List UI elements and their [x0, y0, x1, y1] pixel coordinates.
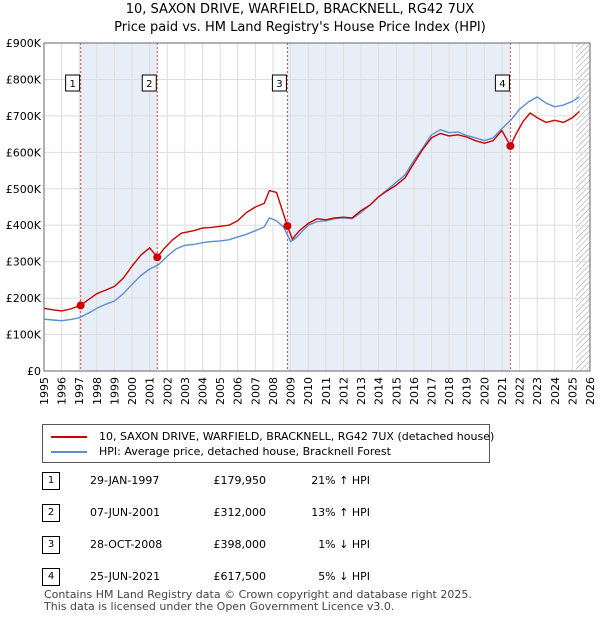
- property-price-line: [43, 110, 580, 312]
- y-tick-label: £900K: [6, 37, 42, 50]
- sale-number: 1: [42, 472, 60, 490]
- sale-number: 3: [42, 536, 60, 554]
- forecast-hatch: [575, 43, 590, 371]
- x-tick-label: 2000: [126, 377, 139, 405]
- price-chart: £0 £100K £200K £300K £400K £500K £600K £700K £80…: [6, 37, 597, 405]
- x-tick-label: 2019: [461, 377, 474, 405]
- y-tick-label: £300K: [6, 256, 42, 269]
- x-tick-label: 2014: [373, 377, 386, 405]
- sale-price: £312,000: [213, 506, 267, 519]
- x-tick-label: 2009: [285, 377, 298, 405]
- sale-point: [283, 221, 292, 230]
- x-tick-label: 2010: [302, 377, 315, 405]
- sale-row: 3 28-OCT-2008 £398,000 1% ↓ HPI: [0, 536, 600, 556]
- x-tick-label: 2016: [408, 377, 421, 405]
- sale-hpi-diff: 13% ↑ HPI: [311, 506, 370, 519]
- footer-attribution: Contains HM Land Registry data © Crown c…: [44, 589, 472, 613]
- y-tick-label: £800K: [6, 73, 42, 86]
- chart-subtitle: Price paid vs. HM Land Registry's House …: [114, 20, 486, 35]
- x-tick-label: 2012: [337, 377, 350, 405]
- ownership-shading: [287, 43, 511, 371]
- sale-number-label: 1: [69, 79, 75, 90]
- x-tick-label: 2004: [197, 377, 210, 405]
- y-tick-label: £600K: [6, 146, 42, 159]
- x-tick-label: 1998: [91, 377, 104, 405]
- sale-hpi-diff: 5% ↓ HPI: [318, 570, 370, 583]
- sale-point: [153, 253, 162, 262]
- sale-number: 4: [42, 568, 60, 586]
- x-tick-label: 2011: [320, 377, 333, 405]
- x-tick-label: 2013: [355, 377, 368, 405]
- sale-row: 4 25-JUN-2021 £617,500 5% ↓ HPI: [0, 568, 600, 588]
- sale-date: 07-JUN-2001: [90, 506, 161, 519]
- legend-swatch-blue: [51, 451, 87, 453]
- sale-row: 1 29-JAN-1997 £179,950 21% ↑ HPI: [0, 472, 600, 492]
- sale-number: 2: [42, 504, 60, 522]
- y-tick-label: £0: [27, 365, 41, 378]
- x-tick-label: 1996: [56, 377, 69, 405]
- x-tick-label: 2020: [478, 377, 491, 405]
- x-tick-label: 2022: [514, 377, 527, 405]
- x-tick-label: 2002: [161, 377, 174, 405]
- sale-number-label: 4: [499, 79, 505, 90]
- x-tick-label: 2024: [549, 377, 562, 405]
- x-tick-label: 1995: [38, 377, 51, 405]
- sale-number-box: [65, 74, 81, 92]
- legend-swatch-red: [51, 436, 87, 438]
- sale-price: £617,500: [213, 570, 267, 583]
- x-tick-label: 2008: [267, 377, 280, 405]
- y-tick-label: £700K: [6, 110, 42, 123]
- legend-label-hpi: HPI: Average price, detached house, Brac…: [99, 445, 391, 458]
- sale-number-label: 3: [276, 79, 282, 90]
- sale-price: £179,950: [213, 474, 267, 487]
- sale-date: 25-JUN-2021: [90, 570, 161, 583]
- sale-hpi-diff: 1% ↓ HPI: [318, 538, 370, 551]
- x-tick-label: 2017: [425, 377, 438, 405]
- footer-copyright: Contains HM Land Registry data © Crown c…: [44, 588, 472, 601]
- x-tick-label: 2003: [179, 377, 192, 405]
- x-tick-label: 1999: [108, 377, 121, 405]
- y-tick-label: £200K: [6, 292, 42, 305]
- x-tick-label: 2015: [390, 377, 403, 405]
- ownership-shading: [80, 43, 158, 371]
- x-tick-label: 2007: [249, 377, 262, 405]
- sale-price: £398,000: [213, 538, 267, 551]
- plot-border: [43, 42, 591, 372]
- y-tick-label: £500K: [6, 183, 42, 196]
- sale-point: [76, 301, 85, 310]
- x-tick-label: 2021: [496, 377, 509, 405]
- x-tick-label: 2005: [214, 377, 227, 405]
- sale-number-box: [494, 74, 510, 92]
- y-tick-label: £400K: [6, 219, 42, 232]
- sale-hpi-diff: 21% ↑ HPI: [311, 474, 370, 487]
- x-tick-label: 2023: [531, 377, 544, 405]
- hpi-line: [43, 96, 580, 322]
- legend-label-property: 10, SAXON DRIVE, WARFIELD, BRACKNELL, RG…: [99, 430, 495, 443]
- sale-number-box: [141, 74, 157, 92]
- x-tick-label: 2006: [232, 377, 245, 405]
- footer-licence: This data is licensed under the Open Gov…: [44, 600, 395, 613]
- sale-point: [506, 141, 515, 150]
- chart-legend: 10, SAXON DRIVE, WARFIELD, BRACKNELL, RG…: [42, 424, 494, 463]
- chart-title: 10, SAXON DRIVE, WARFIELD, BRACKNELL, RG…: [125, 2, 475, 17]
- x-tick-label: 2001: [144, 377, 157, 405]
- x-tick-label: 1997: [73, 377, 86, 405]
- sale-row: 2 07-JUN-2001 £312,000 13% ↑ HPI: [0, 504, 600, 524]
- sale-date: 29-JAN-1997: [90, 474, 160, 487]
- sale-number-box: [271, 74, 287, 92]
- x-tick-label: 2025: [566, 377, 579, 405]
- sale-date: 28-OCT-2008: [90, 538, 163, 551]
- x-tick-label: 2026: [584, 377, 597, 405]
- sale-number-label: 2: [146, 79, 152, 90]
- x-tick-label: 2018: [443, 377, 456, 405]
- y-tick-label: £100K: [6, 329, 42, 342]
